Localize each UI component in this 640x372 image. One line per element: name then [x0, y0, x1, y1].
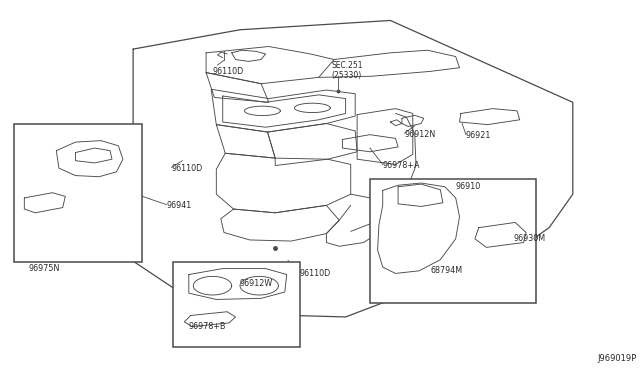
- Text: 96912W: 96912W: [240, 279, 273, 288]
- Text: 96921: 96921: [466, 131, 492, 140]
- Text: J969019P: J969019P: [598, 354, 637, 363]
- Text: 96930M: 96930M: [513, 234, 545, 243]
- Text: SEC.251
(25330): SEC.251 (25330): [332, 61, 363, 80]
- Text: 96978+A: 96978+A: [383, 161, 420, 170]
- Text: 96912N: 96912N: [404, 130, 436, 139]
- Bar: [173, 262, 300, 347]
- Text: 96978+B: 96978+B: [189, 322, 227, 331]
- Text: 68794M: 68794M: [430, 266, 462, 275]
- Text: 96941: 96941: [166, 201, 191, 210]
- Text: 96110D: 96110D: [172, 164, 203, 173]
- Text: 96110D: 96110D: [212, 67, 244, 76]
- Text: 96975N: 96975N: [29, 264, 60, 273]
- Bar: [370, 179, 536, 303]
- Text: 96110D: 96110D: [300, 269, 331, 278]
- Bar: [14, 124, 142, 262]
- Text: 96910: 96910: [456, 182, 481, 191]
